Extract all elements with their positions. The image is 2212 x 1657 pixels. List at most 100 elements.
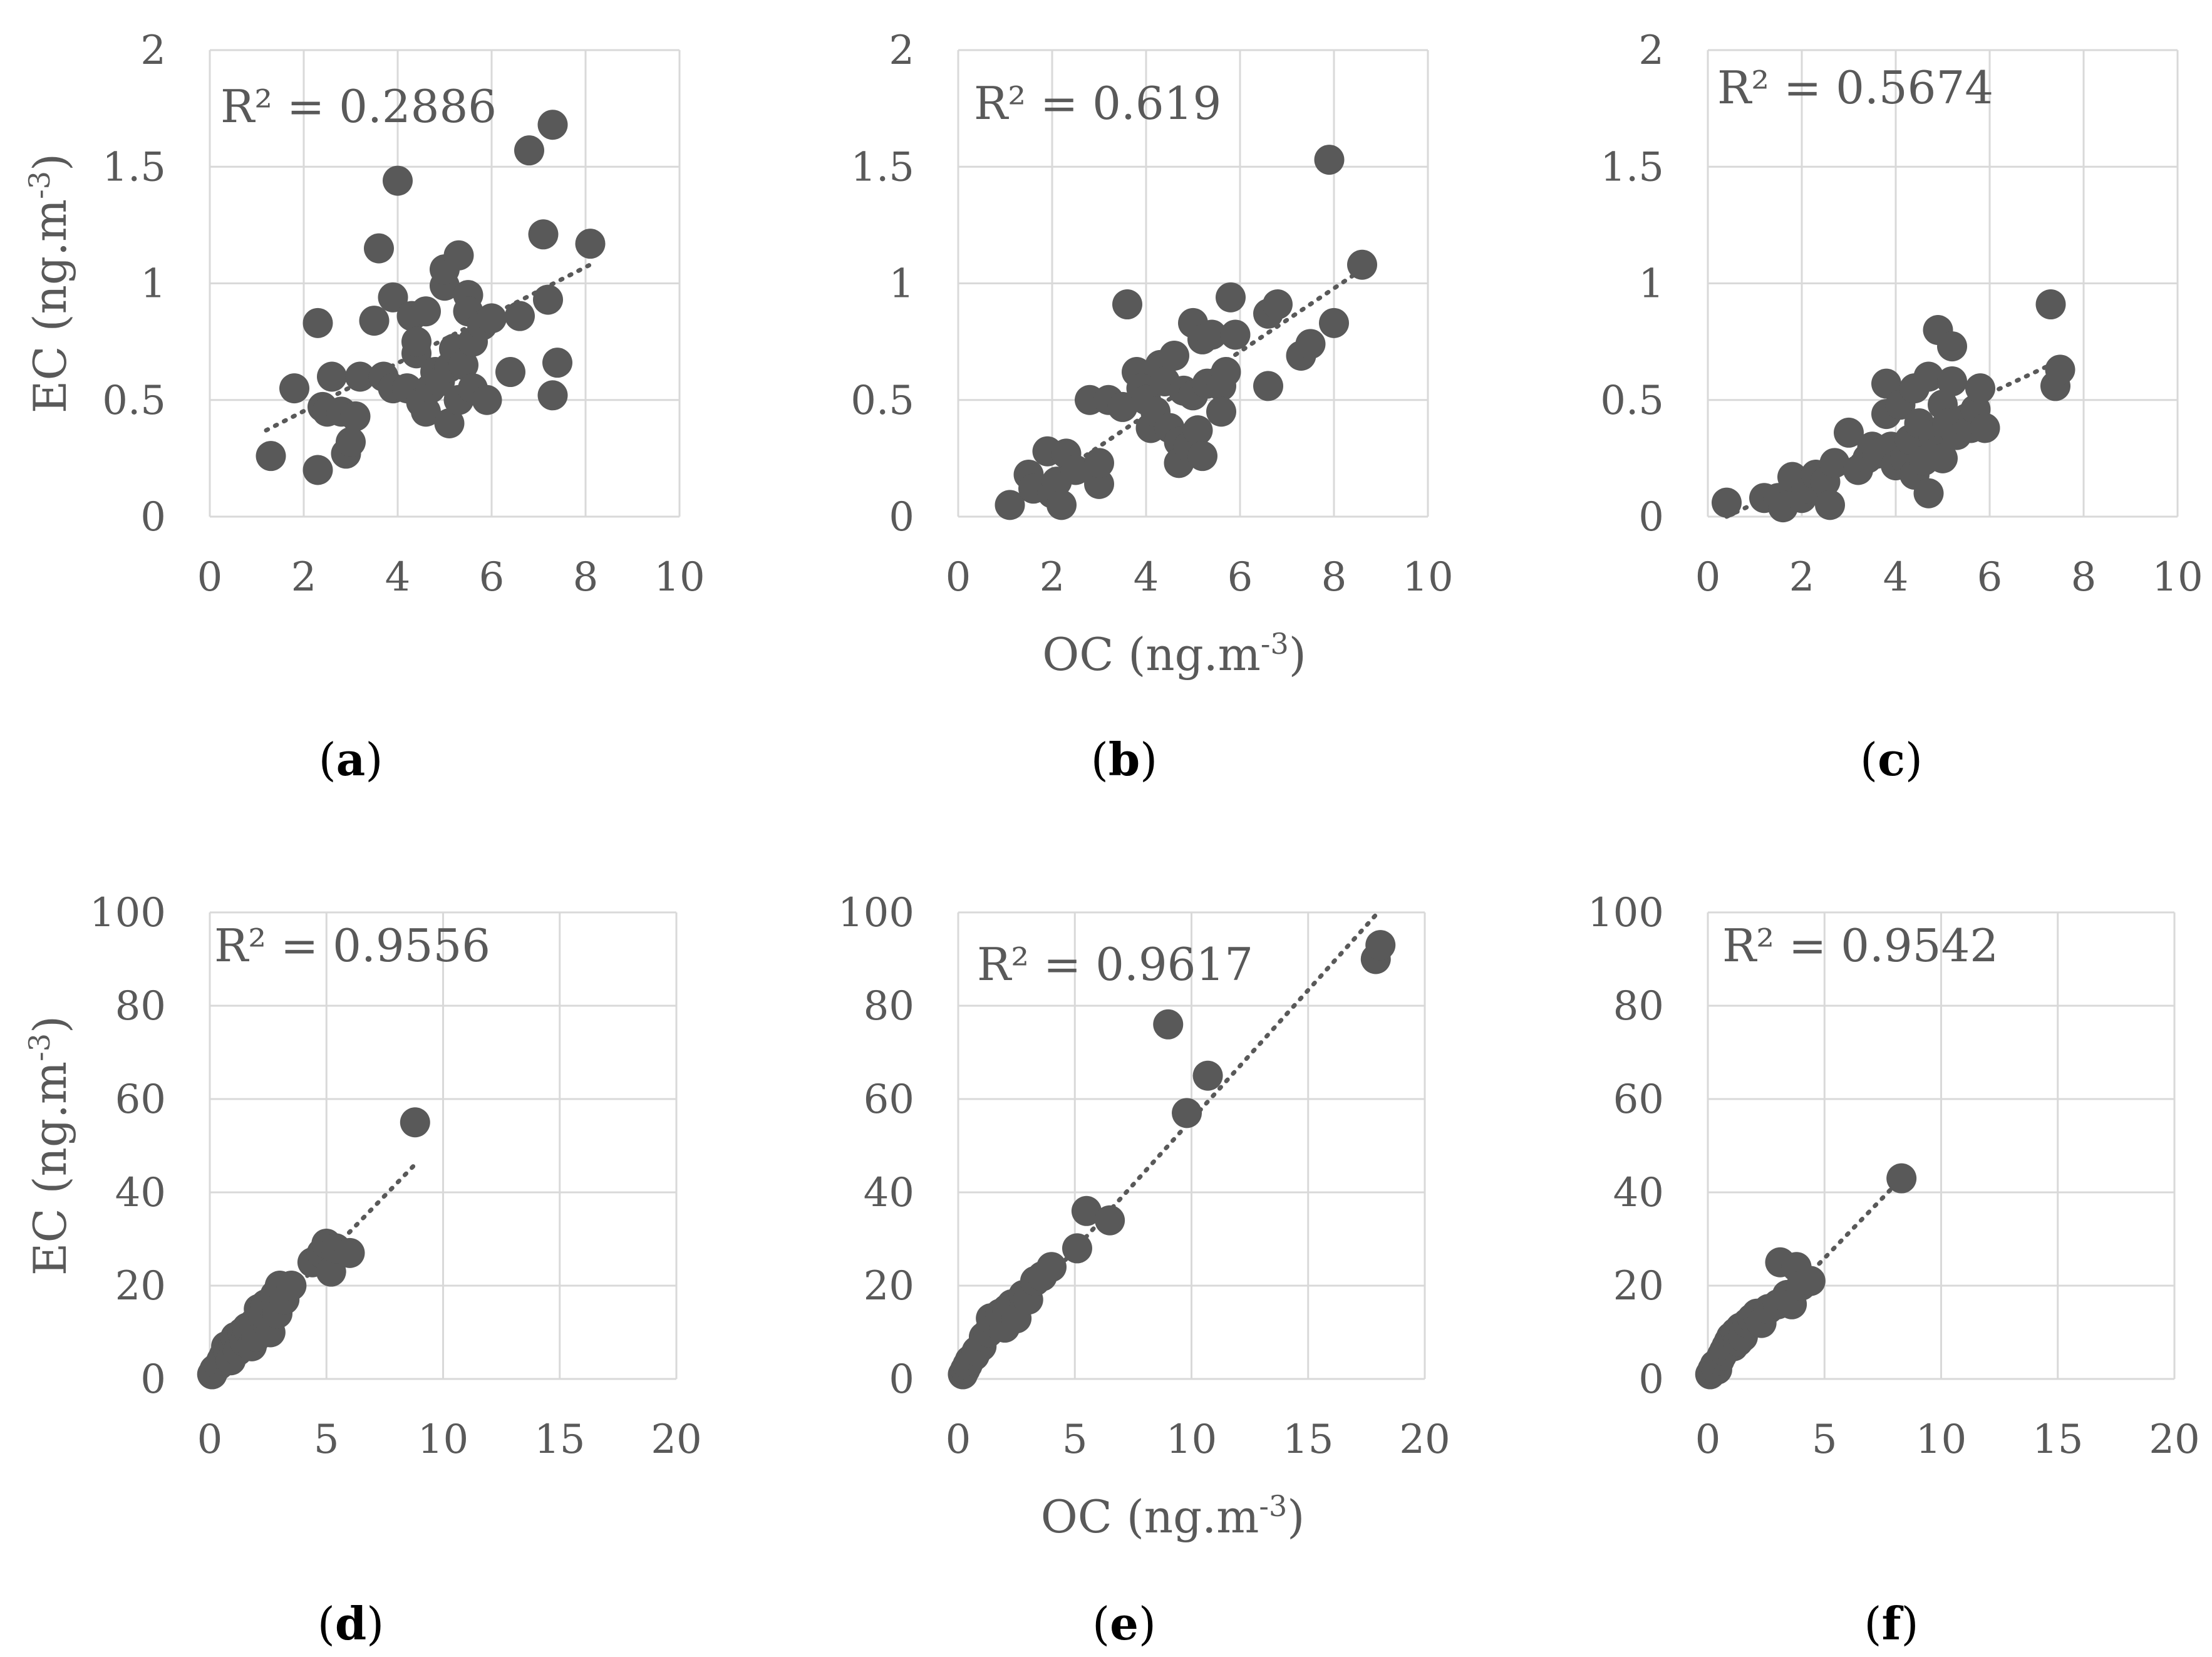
data-point <box>1365 930 1396 961</box>
y-tick-label: 60 <box>1613 1076 1664 1123</box>
data-point <box>1062 1233 1092 1264</box>
panel-label: (f) <box>1864 1597 1918 1650</box>
data-point <box>1172 1098 1202 1128</box>
panel-label-close: ) <box>1905 733 1923 786</box>
y-tick-label: 0.5 <box>1600 378 1664 424</box>
y-tick-label: 1.5 <box>102 144 166 190</box>
data-point <box>334 1237 365 1268</box>
y-axis-title: EC (ng.m-3) <box>23 1016 76 1276</box>
x-tick-label: 0 <box>1695 554 1721 601</box>
panel-label-open: ( <box>1092 1598 1110 1650</box>
data-point <box>1712 487 1742 518</box>
data-point <box>1913 361 1944 392</box>
y-tick-label: 0.5 <box>850 378 914 424</box>
data-point <box>575 229 606 259</box>
data-point <box>1192 1060 1223 1091</box>
data-point <box>1928 443 1958 473</box>
y-tick-label: 0 <box>140 494 166 540</box>
x-axis-title-superscript: -3 <box>1261 627 1289 661</box>
y-axis-title-main: EC (ng.m <box>24 1061 76 1276</box>
x-tick-label: 2 <box>1040 554 1065 601</box>
data-point <box>1047 490 1077 520</box>
data-point <box>378 282 408 312</box>
y-axis-title-main: EC (ng.m <box>24 199 76 413</box>
data-point <box>1253 371 1283 401</box>
y-tick-label: 100 <box>838 890 914 936</box>
y-tick-label: 1 <box>1638 261 1664 307</box>
x-tick-label: 20 <box>2149 1417 2199 1463</box>
y-tick-label: 40 <box>864 1170 914 1216</box>
data-point <box>477 303 507 334</box>
y-axis-title: EC (ng.m-3) <box>23 153 76 413</box>
panel-label: (d) <box>318 1597 385 1650</box>
data-point <box>1216 282 1246 312</box>
y-tick-label: 1 <box>889 261 914 307</box>
panel-label-open: ( <box>1091 733 1109 786</box>
data-point <box>1095 1205 1125 1236</box>
x-tick-label: 8 <box>573 554 599 601</box>
data-point <box>995 490 1025 520</box>
r-squared-label: R² = 0.5674 <box>1717 61 1993 114</box>
y-axis-title-superscript: -3 <box>23 171 56 199</box>
panel-label-close: ) <box>1901 1598 1918 1650</box>
panel-label-close: ) <box>365 733 383 786</box>
x-axis-title-close: ) <box>1287 1490 1305 1543</box>
data-point <box>359 306 390 336</box>
data-point <box>1060 455 1091 485</box>
y-tick-label: 2 <box>889 28 914 74</box>
x-tick-label: 10 <box>2152 554 2203 601</box>
x-tick-label: 4 <box>385 554 411 601</box>
data-point <box>345 361 375 392</box>
y-tick-label: 80 <box>1613 983 1664 1030</box>
data-point <box>411 296 441 327</box>
data-point <box>1084 448 1114 478</box>
data-point <box>1347 249 1377 280</box>
data-point <box>1211 357 1241 388</box>
panel-label: (c) <box>1860 733 1923 786</box>
y-axis-title-superscript: -3 <box>23 1033 56 1061</box>
x-tick-label: 0 <box>1695 1417 1721 1463</box>
data-point <box>1187 441 1217 472</box>
data-point <box>1834 417 1864 448</box>
panel-label-open: ( <box>318 1598 335 1650</box>
y-tick-label: 100 <box>1588 890 1664 936</box>
x-tick-label: 8 <box>2071 554 2097 601</box>
data-point <box>383 165 413 196</box>
x-tick-label: 10 <box>1402 554 1453 601</box>
data-point <box>317 361 347 392</box>
data-point <box>1819 448 1850 478</box>
y-tick-label: 100 <box>90 890 166 936</box>
y-tick-label: 0 <box>1638 494 1664 540</box>
x-tick-label: 20 <box>1399 1417 1450 1463</box>
data-point <box>1263 289 1293 320</box>
x-tick-label: 15 <box>534 1417 585 1463</box>
panel-label-open: ( <box>319 733 336 786</box>
data-point <box>401 326 432 357</box>
y-tick-label: 40 <box>115 1170 166 1216</box>
panel-label-open: ( <box>1864 1598 1881 1650</box>
x-tick-label: 20 <box>651 1417 701 1463</box>
data-point <box>1319 307 1349 338</box>
y-tick-label: 1 <box>140 261 166 307</box>
data-point <box>472 385 502 415</box>
data-point <box>1314 145 1345 175</box>
data-point <box>514 135 544 166</box>
data-point <box>495 357 525 388</box>
panel-label: (a) <box>319 733 383 786</box>
x-tick-label: 0 <box>197 1417 223 1463</box>
y-tick-label: 20 <box>115 1263 166 1309</box>
panel-label: (e) <box>1092 1597 1156 1650</box>
panel-f-scatter: 0 5 10 15 20 0 20 40 60 80 100 R² = 0.9542 (f) <box>1588 890 2200 1650</box>
x-tick-label: 6 <box>1227 554 1253 601</box>
panel-c-scatter: 0 2 4 6 8 10 0 0.5 1 1.5 2 R² = 0.5674 (c) <box>1600 28 2203 786</box>
data-point <box>1220 319 1251 350</box>
y-tick-label: 2 <box>140 28 166 74</box>
data-point <box>434 408 465 438</box>
data-point <box>279 373 309 404</box>
x-tick-label: 15 <box>1283 1417 1333 1463</box>
data-point <box>537 110 568 140</box>
x-axis-title-close: ) <box>1289 628 1306 681</box>
y-tick-label: 1.5 <box>1600 144 1664 190</box>
